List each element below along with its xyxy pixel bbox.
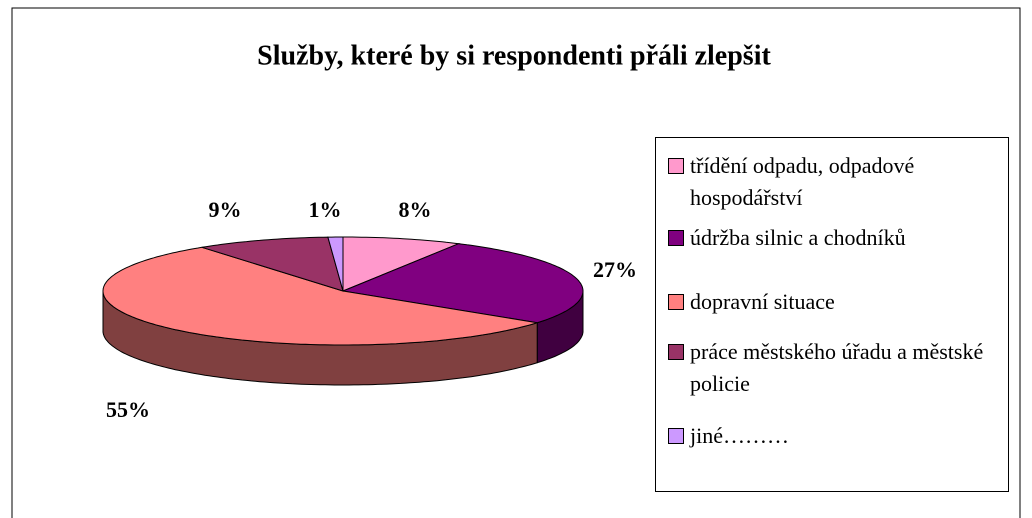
legend-swatch	[668, 158, 684, 174]
data-label: 55%	[106, 397, 150, 422]
pie-slice	[201, 236, 344, 292]
data-label: 1%	[309, 197, 342, 222]
legend-swatch	[668, 230, 684, 246]
legend-label: práce městského úřadu a městské policie	[690, 339, 984, 396]
legend-item: třídění odpadu, odpadové hospodářství	[668, 150, 1003, 214]
legend-label: třídění odpadu, odpadové hospodářství	[690, 153, 915, 210]
chart-title: Služby, které by si respondenti přáli zl…	[257, 40, 771, 71]
legend-swatch	[668, 294, 684, 310]
legend-item: údržba silnic a chodníků	[668, 222, 1003, 254]
legend-item: dopravní situace	[668, 286, 1003, 318]
legend-label: jiné………	[690, 423, 789, 448]
legend-swatch	[668, 428, 684, 444]
pie-slice	[341, 243, 584, 324]
legend-label: dopravní situace	[690, 289, 835, 314]
legend-item: jiné………	[668, 420, 1003, 452]
chart-frame	[11, 7, 1021, 518]
pie-slice	[102, 246, 538, 346]
legend-item: práce městského úřadu a městské policie	[668, 336, 1003, 400]
pie-slice	[342, 236, 461, 292]
legend-swatch	[668, 344, 684, 360]
legend-label: údržba silnic a chodníků	[690, 225, 906, 250]
data-label: 27%	[593, 257, 637, 282]
pie-slice	[327, 236, 344, 292]
data-label: 8%	[399, 197, 432, 222]
legend: třídění odpadu, odpadové hospodářství údr…	[655, 137, 1009, 492]
data-label: 9%	[209, 197, 242, 222]
